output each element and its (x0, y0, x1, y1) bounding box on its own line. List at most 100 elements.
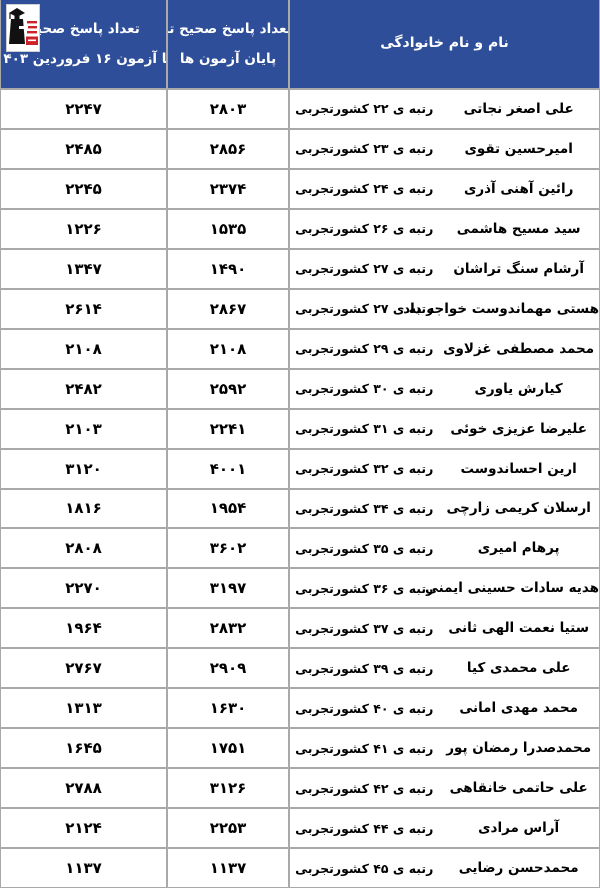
student-name: کیارش یاوری (474, 380, 563, 397)
student-name-cell: علی اصغر نجاتی رتبه ی ۲۲ کشورتجربی (290, 90, 599, 128)
header-name-column: نام و نام خانوادگی (290, 0, 599, 88)
header-until-end-line2: پایان آزمون ها (179, 51, 277, 67)
score-until-end-cell: ۲۵۹۲ (168, 369, 288, 408)
score-until-end-cell: ۲۱۰۸ (168, 329, 288, 368)
student-name-cell: محمدحسن رضایی رتبه ی ۴۵ کشورتجربی (290, 849, 599, 887)
country-rank-label: رتبه ی ۳۷ کشورتجربی (295, 620, 434, 636)
student-name: محمدصدرا رمضان پور (446, 740, 592, 757)
header-name-label: نام و نام خانوادگی (380, 35, 509, 52)
student-name: هستی مهماندوست خواجه داد (403, 300, 599, 317)
score-until-exam-cell: ۲۴۸۲ (1, 369, 166, 408)
country-rank-label: رتبه ی ۴۲ کشورتجربی (295, 780, 434, 796)
student-name-cell: هدیه سادات حسینی ایمنی رتبه ی ۳۶ کشورتجر… (290, 569, 599, 608)
student-name: پرهام امیری (477, 540, 560, 557)
score-until-exam-cell: ۲۱۰۳ (1, 409, 166, 448)
score-until-end-cell: ۱۶۳۰ (168, 689, 288, 728)
student-name: آرشام سنگ تراشان (453, 260, 584, 277)
student-name: سید مسیح هاشمی (456, 220, 581, 237)
student-name: ارسلان کریمی زارچی (446, 500, 591, 517)
score-until-exam-cell: ۲۷۶۷ (1, 649, 166, 688)
score-until-exam-cell: ۲۲۴۵ (1, 169, 166, 208)
student-name: علیرضا عزیزی خوئی (450, 420, 587, 437)
score-until-end-cell: ۱۷۵۱ (168, 729, 288, 768)
score-until-exam-cell: ۱۸۱۶ (1, 489, 166, 528)
score-until-end-cell: ۳۱۹۷ (168, 569, 288, 608)
score-until-exam-cell: ۱۱۳۷ (1, 849, 166, 887)
country-rank-label: رتبه ی ۳۹ کشورتجربی (295, 660, 434, 676)
country-rank-label: رتبه ی ۲۶ کشورتجربی (295, 221, 434, 237)
country-rank-label: رتبه ی ۳۰ کشورتجربی (295, 381, 434, 397)
score-until-exam-cell: ۱۳۱۳ (1, 689, 166, 728)
score-until-end-cell: ۲۸۵۶ (168, 129, 288, 168)
score-until-exam-cell: ۲۶۱۴ (1, 289, 166, 328)
header-until-exam-line2: تا آزمون ۱۶ فروردین ۱۴۰۳ (1, 51, 166, 67)
country-rank-label: رتبه ی ۴۱ کشورتجربی (295, 740, 434, 756)
score-until-exam-cell: ۳۱۲۰ (1, 449, 166, 488)
student-name-cell: علی محمدی کیا رتبه ی ۳۹ کشورتجربی (290, 649, 599, 688)
country-rank-label: رتبه ی ۲۳ کشورتجربی (295, 141, 434, 157)
country-rank-label: رتبه ی ۲۷ کشورتجربی (295, 301, 434, 317)
student-name-cell: ارین احساندوست رتبه ی ۳۲ کشورتجربی (290, 449, 599, 488)
student-name-cell: علیرضا عزیزی خوئی رتبه ی ۳۱ کشورتجربی (290, 409, 599, 448)
student-name: علی حاتمی خانقاهی (449, 780, 588, 797)
student-name: رائین آهنی آذری (463, 180, 574, 197)
student-name: محمدحسن رضایی (458, 860, 579, 877)
kanoon-ghalamchi-logo-icon (6, 4, 40, 52)
score-until-exam-cell: ۱۹۶۴ (1, 609, 166, 648)
score-until-exam-cell: ۲۲۴۷ (1, 90, 166, 128)
header-until-exam-line1: تعداد پاسخ صحیح (27, 20, 140, 37)
score-until-end-cell: ۴۰۰۱ (168, 449, 288, 488)
country-rank-label: رتبه ی ۳۴ کشورتجربی (295, 500, 434, 516)
header-until-end-line1: تعداد پاسخ صحیح تا (168, 20, 288, 37)
score-until-end-cell: ۲۸۳۲ (168, 609, 288, 648)
student-name-cell: ستیا نعمت الهی ثانی رتبه ی ۳۷ کشورتجربی (290, 609, 599, 648)
student-name: علی محمدی کیا (466, 660, 571, 677)
student-name-cell: ارسلان کریمی زارچی رتبه ی ۳۴ کشورتجربی (290, 489, 599, 528)
score-until-exam-cell: ۱۶۴۵ (1, 729, 166, 768)
country-rank-label: رتبه ی ۲۹ کشورتجربی (295, 341, 434, 357)
student-name-cell: آراس مرادی رتبه ی ۴۴ کشورتجربی (290, 809, 599, 848)
student-name: آراس مرادی (478, 820, 560, 837)
score-until-end-cell: ۲۹۰۹ (168, 649, 288, 688)
country-rank-label: رتبه ی ۳۵ کشورتجربی (295, 540, 434, 556)
student-name-cell: پرهام امیری رتبه ی ۳۵ کشورتجربی (290, 529, 599, 568)
score-until-exam-cell: ۱۲۲۶ (1, 209, 166, 248)
score-until-exam-cell: ۲۱۰۸ (1, 329, 166, 368)
student-name-cell: محمدصدرا رمضان پور رتبه ی ۴۱ کشورتجربی (290, 729, 599, 768)
score-until-exam-cell: ۲۲۷۰ (1, 569, 166, 608)
score-until-end-cell: ۱۱۳۷ (168, 849, 288, 887)
header-score-until-end-column: تعداد پاسخ صحیح تا پایان آزمون ها (168, 0, 288, 88)
student-name-cell: علی حاتمی خانقاهی رتبه ی ۴۲ کشورتجربی (290, 769, 599, 808)
student-name-cell: کیارش یاوری رتبه ی ۳۰ کشورتجربی (290, 369, 599, 408)
score-until-exam-cell: ۲۸۰۸ (1, 529, 166, 568)
student-name-cell: رائین آهنی آذری رتبه ی ۲۴ کشورتجربی (290, 169, 599, 208)
country-rank-label: رتبه ی ۴۰ کشورتجربی (295, 700, 434, 716)
student-name: ستیا نعمت الهی ثانی (448, 620, 589, 637)
student-name-cell: محمد مصطفی غزلاوی رتبه ی ۲۹ کشورتجربی (290, 329, 599, 368)
score-until-exam-cell: ۲۷۸۸ (1, 769, 166, 808)
score-until-exam-cell: ۲۴۸۵ (1, 129, 166, 168)
country-rank-label: رتبه ی ۴۴ کشورتجربی (295, 820, 434, 836)
country-rank-label: رتبه ی ۴۵ کشورتجربی (295, 860, 434, 876)
country-rank-label: رتبه ی ۳۶ کشورتجربی (295, 580, 434, 596)
score-until-end-cell: ۳۶۰۲ (168, 529, 288, 568)
score-until-exam-cell: ۱۳۴۷ (1, 249, 166, 288)
country-rank-label: رتبه ی ۲۲ کشورتجربی (295, 101, 434, 117)
score-until-end-cell: ۲۸۶۷ (168, 289, 288, 328)
student-name-cell: هستی مهماندوست خواجه داد رتبه ی ۲۷ کشورت… (290, 289, 599, 328)
student-name-cell: محمد مهدی امانی رتبه ی ۴۰ کشورتجربی (290, 689, 599, 728)
country-rank-label: رتبه ی ۳۱ کشورتجربی (295, 421, 434, 437)
country-rank-label: رتبه ی ۲۷ کشورتجربی (295, 261, 434, 277)
student-name-cell: آرشام سنگ تراشان رتبه ی ۲۷ کشورتجربی (290, 249, 599, 288)
student-name-cell: امیرحسین تقوی رتبه ی ۲۳ کشورتجربی (290, 129, 599, 168)
score-until-end-cell: ۳۱۲۶ (168, 769, 288, 808)
score-until-end-cell: ۲۳۷۴ (168, 169, 288, 208)
score-until-end-cell: ۱۵۳۵ (168, 209, 288, 248)
student-name: هدیه سادات حسینی ایمنی (424, 580, 599, 597)
score-until-end-cell: ۲۲۵۳ (168, 809, 288, 848)
student-name: علی اصغر نجاتی (463, 100, 574, 117)
country-rank-label: رتبه ی ۲۴ کشورتجربی (295, 181, 434, 197)
country-rank-label: رتبه ی ۳۲ کشورتجربی (295, 461, 434, 477)
